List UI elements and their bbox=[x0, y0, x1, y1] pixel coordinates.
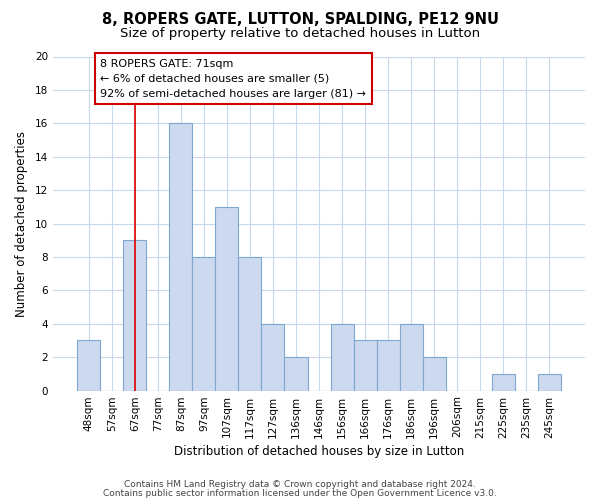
Bar bbox=[400, 324, 422, 390]
Bar bbox=[331, 324, 353, 390]
Bar bbox=[77, 340, 100, 390]
Bar bbox=[377, 340, 400, 390]
Bar bbox=[215, 207, 238, 390]
Bar bbox=[353, 340, 377, 390]
Bar bbox=[422, 357, 446, 390]
Bar bbox=[284, 357, 308, 390]
Bar bbox=[262, 324, 284, 390]
Text: Size of property relative to detached houses in Lutton: Size of property relative to detached ho… bbox=[120, 28, 480, 40]
Bar bbox=[238, 257, 262, 390]
Text: 8 ROPERS GATE: 71sqm
← 6% of detached houses are smaller (5)
92% of semi-detache: 8 ROPERS GATE: 71sqm ← 6% of detached ho… bbox=[100, 59, 366, 98]
Bar bbox=[538, 374, 561, 390]
Bar bbox=[169, 124, 193, 390]
Text: 8, ROPERS GATE, LUTTON, SPALDING, PE12 9NU: 8, ROPERS GATE, LUTTON, SPALDING, PE12 9… bbox=[101, 12, 499, 28]
X-axis label: Distribution of detached houses by size in Lutton: Distribution of detached houses by size … bbox=[174, 444, 464, 458]
Text: Contains public sector information licensed under the Open Government Licence v3: Contains public sector information licen… bbox=[103, 488, 497, 498]
Y-axis label: Number of detached properties: Number of detached properties bbox=[15, 130, 28, 316]
Bar bbox=[123, 240, 146, 390]
Text: Contains HM Land Registry data © Crown copyright and database right 2024.: Contains HM Land Registry data © Crown c… bbox=[124, 480, 476, 489]
Bar bbox=[492, 374, 515, 390]
Bar bbox=[193, 257, 215, 390]
